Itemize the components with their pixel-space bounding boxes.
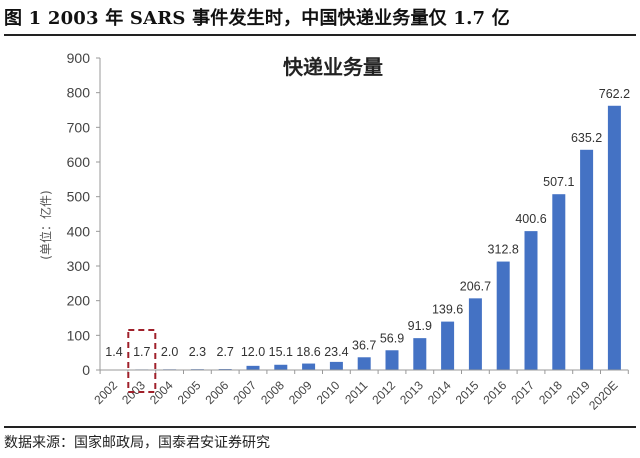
x-tick-label: 2012: [369, 378, 398, 407]
bar-2009: 18.6: [296, 345, 321, 370]
data-label: 1.4: [105, 345, 122, 359]
data-label: 2.7: [217, 345, 234, 359]
y-tick-label: 300: [67, 258, 91, 274]
x-tick-label: 2018: [536, 378, 565, 407]
data-label: 36.7: [352, 338, 376, 352]
y-tick-label: 100: [67, 327, 91, 343]
y-tick-label: 400: [67, 223, 91, 239]
data-label: 12.0: [241, 345, 265, 359]
y-tick-label: 500: [67, 189, 91, 205]
data-label: 635.2: [571, 131, 602, 145]
y-axis-label: (单位：亿件): [38, 190, 53, 259]
figure-title: 图 1 2003 年 SARS 事件发生时，中国快递业务量仅 1.7 亿: [4, 8, 510, 29]
data-label: 91.9: [408, 319, 432, 333]
bar-2016: 312.8: [488, 243, 519, 370]
bar-2007: 12.0: [241, 345, 265, 370]
data-label: 312.8: [488, 243, 519, 257]
bar-2003: 1.7: [133, 345, 151, 371]
y-tick-label: 900: [67, 50, 91, 66]
data-label: 206.7: [460, 279, 491, 293]
y-tick-label: 700: [67, 119, 91, 135]
x-tick-label: 2002: [91, 378, 120, 407]
y-tick-label: 200: [67, 293, 91, 309]
bar-2004: 2.0: [161, 345, 178, 371]
data-label: 2.0: [161, 345, 178, 359]
x-tick-label: 2009: [286, 378, 315, 407]
bar-2006: 2.7: [217, 345, 234, 370]
data-label: 1.7: [133, 345, 150, 359]
data-label: 18.6: [296, 345, 320, 359]
bar-2011: 36.7: [352, 338, 376, 370]
bar-2019: 635.2: [571, 131, 602, 370]
bar-2008: 15.1: [269, 345, 293, 370]
x-tick-label: 2015: [453, 378, 482, 407]
x-tick-label: 2011: [342, 378, 370, 406]
data-label: 139.6: [432, 303, 463, 317]
bottom-divider: [4, 426, 636, 428]
bar-2005: 2.3: [189, 345, 206, 371]
data-label: 507.1: [543, 175, 574, 189]
bar-2018: 507.1: [543, 175, 574, 370]
top-divider: [4, 34, 636, 36]
x-tick-label: 2010: [314, 378, 343, 407]
y-tick-label: 800: [67, 85, 91, 101]
bar-chart: 快递业务量 0 100 200 300 400 500 600 700 800 900 (单位：亿…: [38, 50, 630, 413]
data-label: 23.4: [324, 345, 348, 359]
bar-series: 1.4 1.7 2.0 2.3 2.7 12.0 15.1 18.6 23.4 36.7 56.9 9…: [105, 87, 630, 371]
data-label: 762.2: [599, 87, 630, 101]
x-tick-label: 2016: [481, 378, 510, 407]
bar-2020E: 762.2: [599, 87, 630, 371]
data-label: 2.3: [189, 345, 206, 359]
x-tick-label: 2008: [258, 378, 287, 407]
data-source: 数据来源：国家邮政局，国泰君安证券研究: [4, 435, 270, 451]
highlight-box-2003: [127, 329, 157, 393]
x-tick-label: 2020E: [586, 378, 620, 412]
data-label: 400.6: [515, 212, 546, 226]
x-tick-label: 2007: [230, 378, 259, 407]
y-axis: 0 100 200 300 400 500 600 700 800 900: [67, 50, 101, 378]
data-label: 15.1: [269, 345, 293, 359]
x-tick-label: 2005: [175, 378, 204, 407]
y-tick-label: 0: [82, 362, 90, 378]
chart-title: 快递业务量: [283, 55, 383, 79]
bar-2014: 139.6: [432, 303, 463, 370]
bar-2015: 206.7: [460, 279, 491, 370]
x-tick-label: 2006: [203, 378, 232, 407]
bar-2013: 91.9: [408, 319, 432, 370]
data-label: 56.9: [380, 331, 404, 345]
x-axis: 2002 2003 2004 2005 2006 2007 2008 2009 2010 2011…: [91, 369, 629, 413]
y-tick-label: 600: [67, 154, 91, 170]
bar-2012: 56.9: [380, 331, 404, 370]
x-tick-label: 2017: [508, 378, 537, 407]
bar-2010: 23.4: [324, 345, 349, 370]
x-tick-label: 2014: [425, 378, 454, 407]
bar-2017: 400.6: [515, 212, 547, 370]
x-tick-label: 2013: [397, 378, 426, 407]
bar-2002: 1.4: [105, 345, 123, 371]
